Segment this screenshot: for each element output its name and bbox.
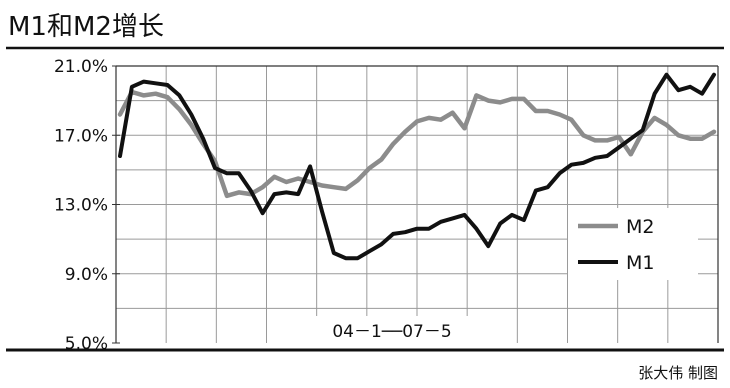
- legend: M2 M1: [568, 208, 698, 280]
- y-tick-label: 9.0%: [65, 265, 108, 285]
- y-tick-label: 5.0%: [65, 334, 108, 354]
- annotations: 04－1──07－5: [296, 316, 490, 346]
- series-line-m2: [117, 89, 717, 199]
- y-tick-label: 17.0%: [54, 126, 108, 146]
- chart-title: M1和M2增长: [8, 12, 164, 42]
- legend-background: [568, 208, 698, 280]
- series-lines: [117, 72, 717, 261]
- y-axis-ticks: 21.0% 17.0% 13.0% 9.0% 5.0%: [54, 57, 120, 354]
- series-line-m1: [118, 72, 716, 261]
- period-label-background: [296, 316, 490, 346]
- plot-frame: [6, 46, 724, 352]
- credit-text: 张大伟 制图: [638, 364, 718, 382]
- y-tick-label: 21.0%: [54, 57, 108, 77]
- legend-label-m1: M1: [626, 252, 654, 274]
- legend-label-m2: M2: [626, 216, 654, 238]
- period-label: 04－1──07－5: [332, 322, 451, 342]
- y-tick-label: 13.0%: [54, 196, 108, 216]
- gridlines: [116, 66, 718, 343]
